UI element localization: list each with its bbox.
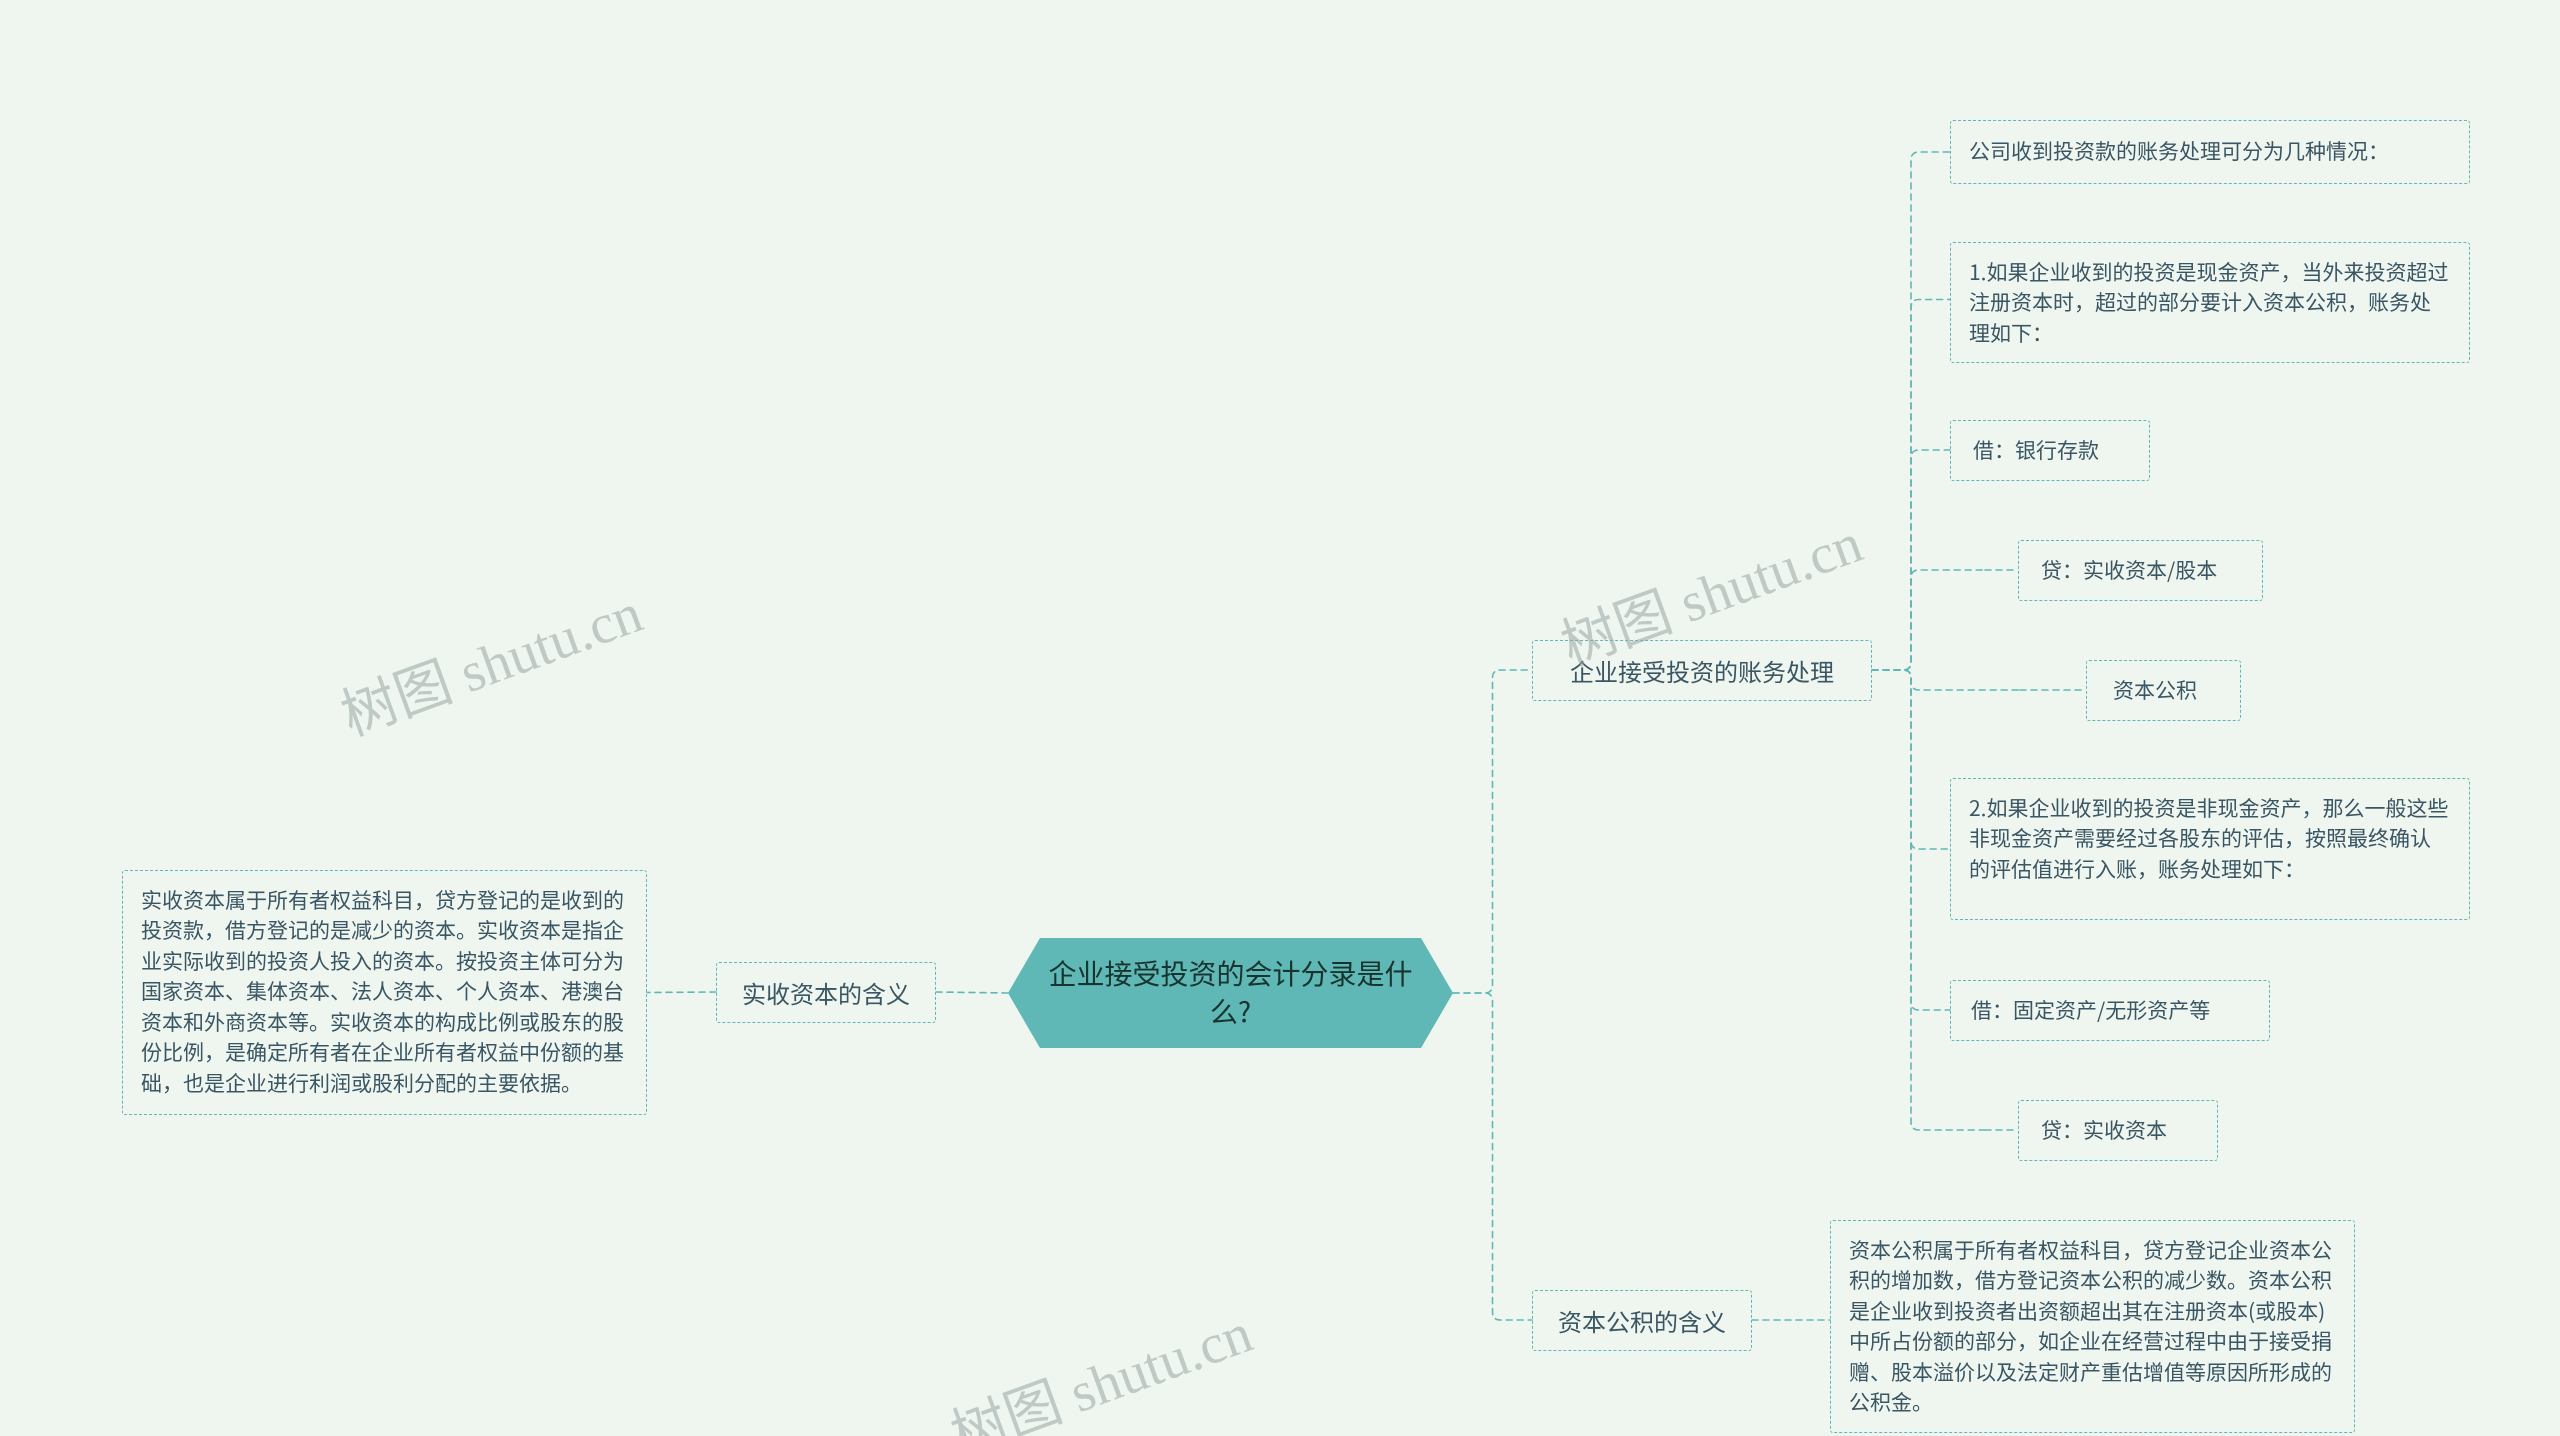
right-branch-0-child-3: 贷：实收资本/股本 [2018,540,2263,601]
mindmap-canvas: 企业接受投资的会计分录是什么? 实收资本的含义 实收资本属于所有者权益科目，贷方登记… [0,0,2560,1436]
right-branch-0-child-6: 借：固定资产/无形资产等 [1950,980,2270,1041]
right-branch-0-child-7: 贷：实收资本 [2018,1100,2218,1161]
right-branch-0-title: 企业接受投资的账务处理 [1532,640,1872,701]
left-branch-title: 实收资本的含义 [716,962,936,1023]
right-branch-1-title: 资本公积的含义 [1532,1290,1752,1351]
right-branch-0-child-4: 资本公积 [2086,660,2241,721]
right-branch-0-child-1: 1.如果企业收到的投资是现金资产，当外来投资超过注册资本时，超过的部分要计入资本… [1950,242,2470,363]
left-branch-detail: 实收资本属于所有者权益科目，贷方登记的是收到的投资款，借方登记的是减少的资本。实… [122,870,647,1115]
right-branch-0-child-5: 2.如果企业收到的投资是非现金资产，那么一般这些非现金资产需要经过各股东的评估，… [1950,778,2470,920]
right-branch-0-child-2: 借：银行存款 [1950,420,2150,481]
center-topic: 企业接受投资的会计分录是什么? [1008,938,1453,1048]
right-branch-1-detail: 资本公积属于所有者权益科目，贷方登记企业资本公积的增加数，借方登记资本公积的减少… [1830,1220,2355,1433]
right-branch-0-child-0: 公司收到投资款的账务处理可分为几种情况： [1950,120,2470,184]
